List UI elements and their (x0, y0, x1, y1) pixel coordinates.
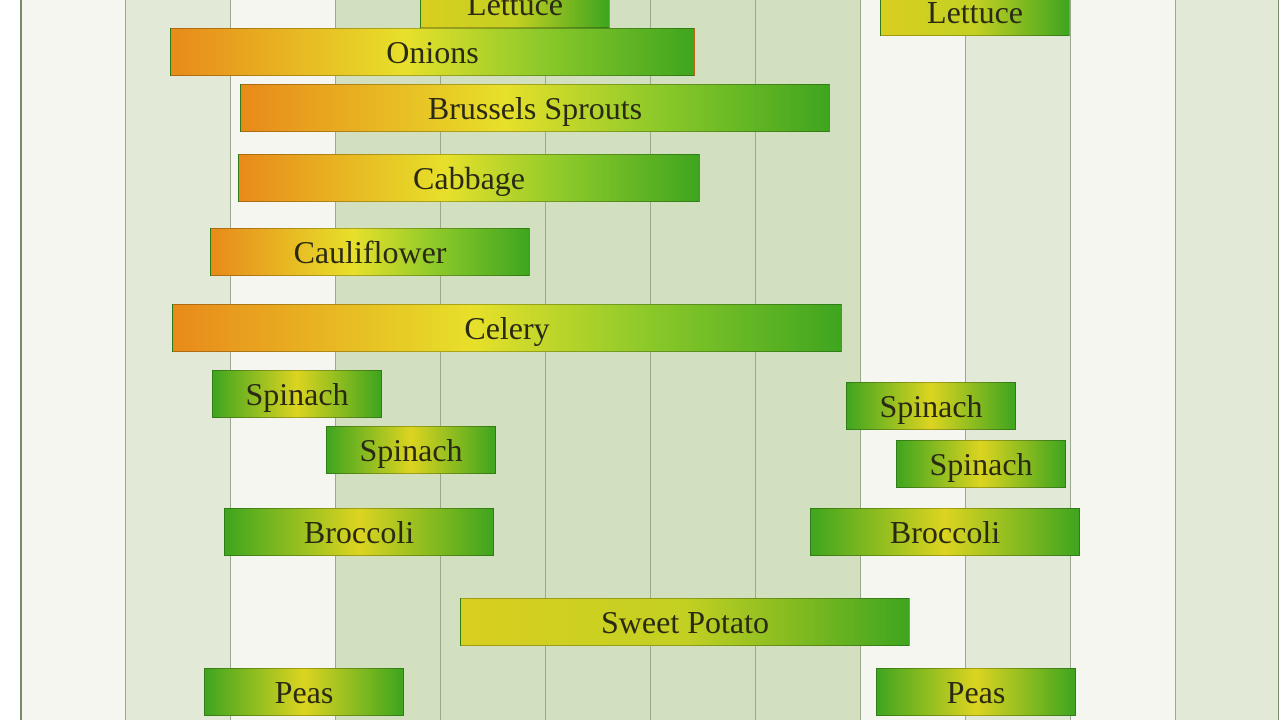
timeline-bar: Spinach (326, 426, 496, 474)
timeline-bar-label: Lettuce (927, 0, 1023, 31)
timeline-bar-label: Spinach (879, 388, 982, 425)
month-column (1175, 0, 1279, 720)
timeline-bar: Cauliflower (210, 228, 530, 276)
planting-timeline-chart: Lettuce Lettuce Onions Brussels Sprouts Cabb… (0, 0, 1279, 720)
timeline-bar: Spinach (846, 382, 1016, 430)
timeline-bar: Broccoli (224, 508, 494, 556)
timeline-bar: Sweet Potato (460, 598, 910, 646)
timeline-bar-label: Spinach (929, 446, 1032, 483)
timeline-bar: Lettuce (420, 0, 610, 28)
timeline-bar-label: Sweet Potato (601, 604, 769, 641)
month-column (20, 0, 125, 720)
timeline-bar: Onions (170, 28, 695, 76)
timeline-bar-label: Cauliflower (294, 234, 447, 271)
timeline-bar-label: Spinach (245, 376, 348, 413)
month-column (965, 0, 1070, 720)
timeline-bar: Celery (172, 304, 842, 352)
month-column (125, 0, 230, 720)
timeline-bar: Cabbage (238, 154, 700, 202)
timeline-bar-label: Peas (947, 674, 1006, 711)
timeline-bar-label: Onions (386, 34, 478, 71)
timeline-bar: Brussels Sprouts (240, 84, 830, 132)
timeline-bar: Lettuce (880, 0, 1070, 36)
timeline-bar-label: Cabbage (413, 160, 525, 197)
timeline-bar: Peas (876, 668, 1076, 716)
month-column (1070, 0, 1175, 720)
timeline-bar-label: Broccoli (890, 514, 1000, 551)
timeline-bar-label: Broccoli (304, 514, 414, 551)
timeline-bar-label: Brussels Sprouts (428, 90, 642, 127)
timeline-bar-label: Spinach (359, 432, 462, 469)
timeline-bar: Broccoli (810, 508, 1080, 556)
timeline-bar: Peas (204, 668, 404, 716)
timeline-bar: Spinach (896, 440, 1066, 488)
timeline-bar-label: Celery (464, 310, 549, 347)
timeline-bar: Spinach (212, 370, 382, 418)
timeline-bar-label: Peas (275, 674, 334, 711)
timeline-bar-label: Lettuce (467, 0, 563, 23)
